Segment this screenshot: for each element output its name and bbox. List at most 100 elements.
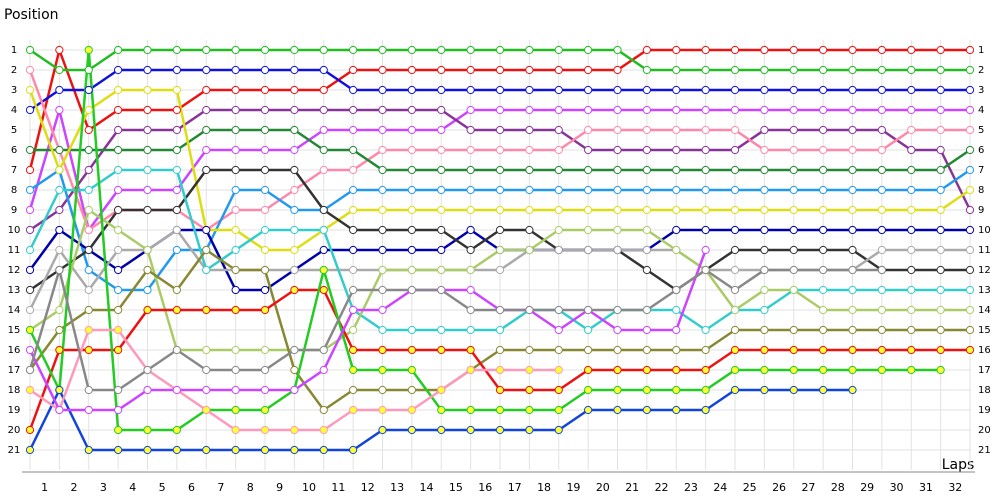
x-tick-label: 23 <box>684 481 698 494</box>
point <box>55 225 64 235</box>
point <box>407 225 416 235</box>
point <box>25 425 35 435</box>
point <box>319 225 328 235</box>
point <box>554 165 563 175</box>
point <box>114 45 123 55</box>
point <box>495 245 505 255</box>
y-tick-label: 20 <box>8 425 21 436</box>
point <box>114 325 123 335</box>
point <box>349 305 358 315</box>
point <box>466 305 475 315</box>
point <box>260 125 270 135</box>
point <box>202 145 211 155</box>
point <box>84 325 93 335</box>
point <box>231 365 240 375</box>
point <box>554 85 563 95</box>
point <box>848 45 857 55</box>
point <box>936 265 945 275</box>
point <box>819 265 828 275</box>
point <box>554 345 563 355</box>
point <box>114 285 123 295</box>
point <box>114 185 123 195</box>
point <box>143 45 152 55</box>
point <box>114 205 123 215</box>
point <box>701 165 710 175</box>
point <box>936 125 945 135</box>
y-tick-label: 15 <box>8 325 21 336</box>
point <box>202 105 211 115</box>
point <box>319 205 328 215</box>
point <box>819 45 828 55</box>
point <box>378 85 387 95</box>
point <box>819 245 828 255</box>
point <box>231 65 240 75</box>
point <box>760 205 769 215</box>
point <box>848 325 857 335</box>
point <box>760 245 769 255</box>
x-tick-label: 7 <box>217 481 224 494</box>
point <box>407 85 416 95</box>
point <box>760 65 769 75</box>
y-tick-label: 2 <box>978 65 984 76</box>
point <box>554 145 563 155</box>
point <box>965 345 975 355</box>
point <box>701 105 710 115</box>
point <box>936 345 945 355</box>
point <box>760 125 769 135</box>
point <box>114 125 123 135</box>
point <box>642 45 651 55</box>
point <box>554 105 563 115</box>
point <box>819 185 828 195</box>
point <box>877 65 886 75</box>
point <box>525 205 534 215</box>
point <box>202 225 211 235</box>
point <box>554 405 563 415</box>
point <box>965 285 975 295</box>
point <box>525 345 534 355</box>
point <box>789 165 798 175</box>
point <box>466 365 475 375</box>
point <box>819 285 828 295</box>
point <box>877 325 886 335</box>
point <box>84 205 93 215</box>
point <box>319 265 328 275</box>
point <box>172 225 181 235</box>
point <box>613 365 622 375</box>
point <box>701 265 710 275</box>
point <box>819 325 828 335</box>
point <box>260 225 270 235</box>
point <box>848 305 857 315</box>
point <box>760 45 769 55</box>
point <box>114 165 123 175</box>
point <box>907 365 916 375</box>
y-tick-label: 5 <box>11 125 17 136</box>
point <box>319 405 328 415</box>
point <box>114 65 123 75</box>
point <box>907 145 916 155</box>
point <box>407 105 416 115</box>
point <box>349 185 358 195</box>
point <box>495 165 505 175</box>
point <box>378 425 387 435</box>
point <box>877 45 886 55</box>
x-tick-label: 19 <box>566 481 580 494</box>
point <box>25 445 35 455</box>
point <box>319 45 328 55</box>
point <box>466 265 475 275</box>
point <box>25 325 35 335</box>
point <box>760 285 769 295</box>
point <box>260 145 270 155</box>
point <box>319 105 328 115</box>
point <box>701 365 710 375</box>
point <box>84 105 93 115</box>
point <box>730 325 740 335</box>
point <box>495 365 505 375</box>
point <box>407 45 416 55</box>
point <box>84 245 93 255</box>
x-axis-label: Laps <box>942 457 975 473</box>
point <box>672 365 681 375</box>
point <box>84 185 93 195</box>
point <box>936 65 945 75</box>
point <box>877 345 886 355</box>
point <box>672 245 681 255</box>
